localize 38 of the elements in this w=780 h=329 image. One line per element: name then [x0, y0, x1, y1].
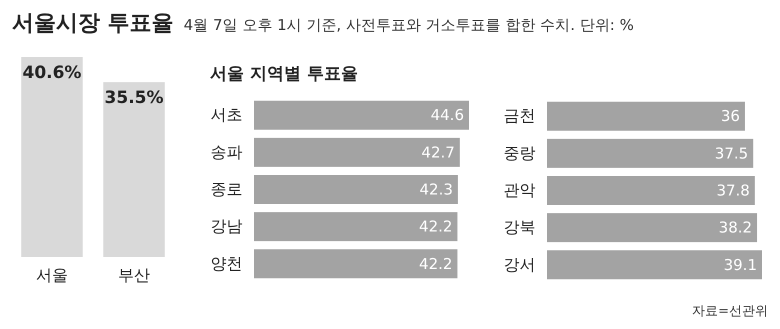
x-tick-label: 서울 — [36, 266, 68, 284]
chart-title: 서울 지역별 투표율 — [210, 64, 358, 84]
data-label: 44.6 — [430, 106, 464, 124]
bar — [254, 249, 458, 278]
y-tick-label: 서초 — [210, 105, 242, 124]
y-tick-label: 양천 — [210, 254, 242, 273]
data-label: 40.6% — [22, 63, 82, 83]
data-label: 36 — [720, 107, 740, 126]
data-label: 37.8 — [716, 182, 750, 200]
data-label: 39.1 — [724, 256, 757, 274]
y-tick-label: 종로 — [210, 180, 242, 198]
chart-title: 서울시장 투표율 — [12, 11, 174, 36]
bar — [254, 175, 458, 204]
bar — [547, 176, 755, 205]
bar — [547, 102, 745, 131]
data-label: 42.7 — [421, 143, 455, 162]
y-tick-label: 강북 — [504, 218, 536, 237]
bar — [547, 138, 754, 168]
bar — [254, 138, 460, 167]
y-tick-label: 중랑 — [504, 143, 536, 162]
data-label: 37.5 — [714, 144, 748, 162]
data-label: 42.2 — [419, 218, 452, 236]
y-tick-label: 송파 — [210, 142, 242, 162]
bar — [254, 100, 469, 130]
data-label: 35.5% — [104, 88, 164, 108]
bar — [547, 213, 758, 242]
bar — [254, 212, 458, 242]
y-tick-label: 관악 — [504, 180, 536, 200]
bar — [547, 250, 762, 280]
y-tick-label: 금천 — [504, 106, 536, 126]
data-label: 42.3 — [420, 180, 453, 198]
y-tick-label: 강남 — [210, 216, 242, 236]
text: 자료=선관위 — [692, 303, 768, 320]
y-tick-label: 강서 — [504, 254, 536, 274]
x-tick-label: 부산 — [118, 266, 150, 284]
data-label: 42.2 — [419, 254, 452, 273]
chart-subtitle: 4월 7일 오후 1시 기준, 사전투표와 거소투표를 합한 수치. 단위: % — [184, 16, 634, 34]
data-label: 38.2 — [718, 218, 752, 237]
